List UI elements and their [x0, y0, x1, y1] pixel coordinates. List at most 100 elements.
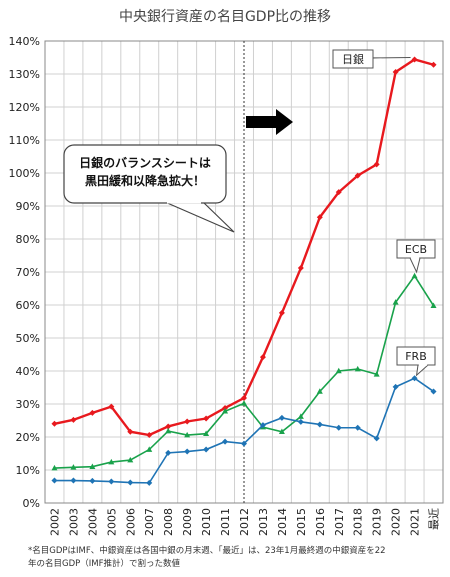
data-point — [316, 421, 323, 428]
y-tick-label: 100% — [9, 167, 40, 180]
x-tick-label: 2011 — [219, 508, 232, 536]
data-point — [373, 435, 380, 442]
data-point — [127, 456, 134, 463]
data-point — [184, 418, 191, 425]
x-tick-label: 2020 — [390, 508, 403, 536]
x-tick-label: 2007 — [143, 508, 156, 536]
data-point — [373, 371, 380, 377]
footnote-line-2: 年の名目GDP（IMF推計）で割った数値 — [28, 559, 180, 569]
x-tick-label: 2008 — [162, 508, 175, 536]
x-tick-label: 2018 — [352, 508, 365, 536]
data-point — [165, 423, 172, 430]
data-point — [165, 449, 172, 456]
data-point — [165, 427, 172, 434]
data-point — [241, 400, 247, 406]
data-point — [373, 161, 380, 168]
data-point — [70, 416, 77, 423]
data-point — [184, 448, 191, 455]
data-point — [222, 438, 229, 445]
data-point — [411, 272, 418, 279]
series-lines — [51, 56, 437, 486]
data-point — [203, 446, 210, 453]
x-tick-label: 2005 — [105, 508, 118, 536]
data-point — [259, 354, 266, 361]
data-point — [430, 61, 437, 68]
data-point — [146, 432, 153, 439]
series-label-frb-pointer — [415, 364, 429, 377]
data-point — [392, 299, 399, 305]
footnote: *名目GDPはIMF、中銀資産は各国中銀の月末週、「最近」は、23年1月最終週の… — [28, 545, 443, 571]
x-tick-label: 2009 — [181, 508, 194, 536]
data-point — [278, 428, 285, 435]
data-point — [146, 446, 153, 452]
y-tick-labels: 0% 10% 20% 30% 40% 50% 60% 70% 80% 90% 100% 110% 120… — [9, 35, 40, 510]
data-point — [354, 424, 361, 431]
data-point — [335, 367, 342, 374]
data-point — [203, 430, 210, 436]
data-point — [51, 477, 58, 484]
data-point — [108, 458, 115, 465]
x-tick-label: 2002 — [48, 508, 61, 536]
data-point — [297, 413, 304, 419]
data-point — [89, 409, 96, 416]
x-tick-label: 2010 — [200, 508, 213, 536]
data-point — [241, 440, 247, 447]
x-tick-label: 2019 — [371, 508, 384, 536]
data-point — [51, 464, 58, 471]
data-point — [70, 477, 77, 484]
series-label-frb-box — [396, 346, 436, 366]
data-point — [411, 375, 418, 382]
data-point — [354, 365, 361, 372]
data-point — [297, 418, 304, 425]
data-point — [222, 404, 229, 411]
data-point — [127, 479, 134, 486]
series-label-ecb-pointer — [409, 257, 421, 274]
data-point — [278, 414, 285, 421]
x-tick-label: 2014 — [276, 508, 289, 536]
data-point — [430, 388, 437, 395]
data-point — [392, 69, 399, 76]
data-point — [354, 172, 361, 179]
x-tick-label: 2013 — [257, 508, 270, 536]
data-point — [51, 420, 58, 427]
data-point — [430, 302, 437, 308]
x-tick-label: 2003 — [67, 508, 80, 536]
x-tick-label: 2006 — [124, 508, 137, 536]
data-point — [89, 477, 96, 484]
callout-pointer — [164, 201, 235, 233]
data-point — [316, 388, 323, 394]
series-label-boj-box — [332, 49, 374, 69]
data-point — [70, 464, 77, 470]
arrow-icon — [246, 109, 293, 135]
data-point — [392, 383, 399, 390]
x-tick-label: 2004 — [86, 508, 99, 536]
x-tick-label: 2012 — [238, 508, 251, 536]
data-point — [108, 478, 115, 485]
data-point — [259, 422, 266, 429]
callout-box — [63, 144, 227, 204]
data-point — [297, 265, 304, 272]
y-tick-label: 20% — [16, 431, 40, 444]
callout-text-line: 日銀のバランスシートは — [79, 155, 211, 170]
callout-text-line: 黒田緩和以降急拡大！ — [85, 173, 205, 188]
y-tick-label: 80% — [16, 233, 40, 246]
data-point — [278, 309, 285, 316]
y-tick-label: 130% — [9, 68, 40, 81]
y-tick-label: 40% — [16, 365, 40, 378]
data-point — [316, 214, 323, 221]
y-tick-label: 70% — [16, 266, 40, 279]
data-point — [203, 415, 210, 422]
y-tick-label: 140% — [9, 35, 40, 48]
y-tick-label: 10% — [16, 464, 40, 477]
x-tick-label: 最近 — [428, 508, 441, 530]
data-point — [184, 431, 191, 438]
data-point — [222, 408, 229, 414]
data-point — [335, 424, 342, 431]
x-tick-label: 2015 — [295, 508, 308, 536]
y-tick-label: 90% — [16, 200, 40, 213]
x-tick-labels: 2002 2003 2004 2005 2006 2007 2008 2009 2010 2011… — [48, 508, 440, 536]
x-tick-label: 2017 — [333, 508, 346, 536]
y-tick-label: 50% — [16, 332, 40, 345]
